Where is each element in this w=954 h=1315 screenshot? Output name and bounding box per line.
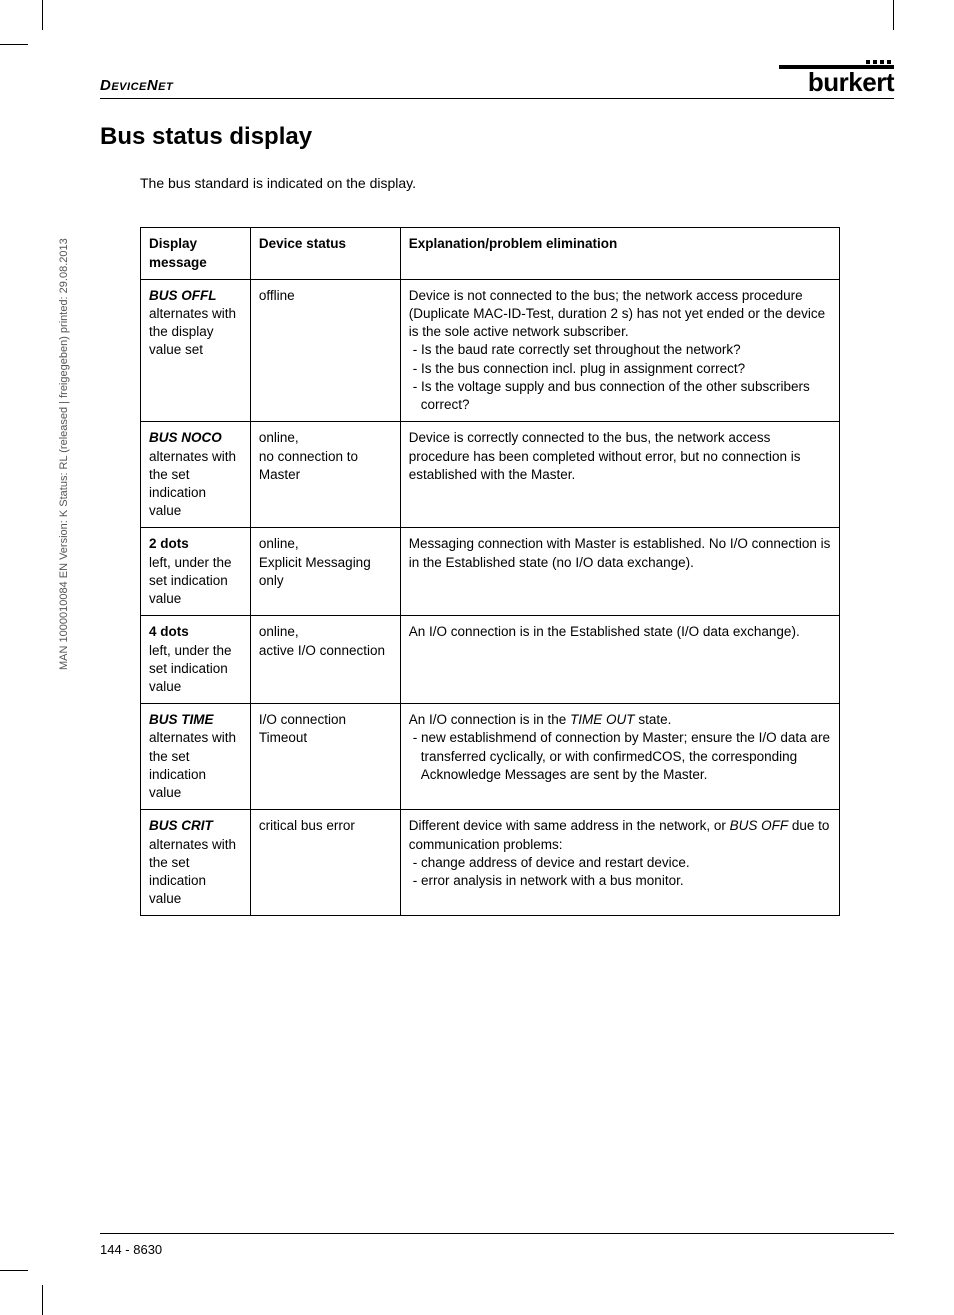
display-message-code: BUS OFFL <box>149 288 217 303</box>
device-status-cell: online,no connection to Master <box>250 422 400 528</box>
bus-status-table: Display message Device status Explanatio… <box>140 227 840 916</box>
explanation-cell: Different device with same address in th… <box>400 810 839 916</box>
print-metadata: MAN 1000010084 EN Version: K Status: RL … <box>58 238 70 670</box>
explanation-cell: Device is not connected to the bus; the … <box>400 279 839 422</box>
display-message-code: 4 dots <box>149 624 189 639</box>
display-message-desc: alternates with the set indication value <box>149 730 236 800</box>
burkert-logo: burkert <box>779 60 894 94</box>
crop-mark <box>893 0 894 30</box>
display-message-desc: alternates with the set indication value <box>149 449 236 519</box>
display-message-code: BUS CRIT <box>149 818 213 833</box>
device-status-cell: critical bus error <box>250 810 400 916</box>
col-header-status: Device status <box>250 228 400 279</box>
display-message-desc: alternates with the set indication value <box>149 837 236 907</box>
display-message-cell: 2 dots left, under the set indication val… <box>141 528 251 616</box>
table-row: BUS OFFL alternates with the display valu… <box>141 279 840 422</box>
page: MAN 1000010084 EN Version: K Status: RL … <box>0 0 954 1315</box>
crop-mark <box>42 0 43 30</box>
device-status-cell: online,active I/O connection <box>250 616 400 704</box>
display-message-cell: BUS NOCO alternates with the set indicati… <box>141 422 251 528</box>
display-message-code: BUS TIME <box>149 712 214 727</box>
page-title: Bus status display <box>100 123 894 151</box>
explanation-cell: Messaging connection with Master is esta… <box>400 528 839 616</box>
display-message-cell: BUS OFFL alternates with the display valu… <box>141 279 251 422</box>
crop-mark <box>0 1270 28 1271</box>
device-status-cell: offline <box>250 279 400 422</box>
display-message-desc: left, under the set indication value <box>149 555 232 606</box>
display-message-code: 2 dots <box>149 536 189 551</box>
explanation-cell: Device is correctly connected to the bus… <box>400 422 839 528</box>
explanation-cell: An I/O connection is in the Established … <box>400 616 839 704</box>
col-header-display: Display message <box>141 228 251 279</box>
crop-mark <box>0 44 28 45</box>
display-message-code: BUS NOCO <box>149 430 222 445</box>
logo-text: burkert <box>808 71 894 94</box>
display-message-desc: alternates with the display value set <box>149 306 236 357</box>
table-row: BUS CRIT alternates with the set indicati… <box>141 810 840 916</box>
intro-text: The bus standard is indicated on the dis… <box>140 175 894 191</box>
page-footer: 144 - 8630 <box>100 1233 894 1257</box>
table-row: BUS TIME alternates with the set indicati… <box>141 704 840 810</box>
col-header-explanation: Explanation/problem elimination <box>400 228 839 279</box>
table-row: 2 dots left, under the set indication val… <box>141 528 840 616</box>
table-row: 4 dots left, under the set indication val… <box>141 616 840 704</box>
display-message-desc: left, under the set indication value <box>149 643 232 694</box>
section-label: DeviceNet <box>100 77 173 94</box>
table-row: BUS NOCO alternates with the set indicati… <box>141 422 840 528</box>
device-status-cell: I/O connection Timeout <box>250 704 400 810</box>
crop-mark <box>42 1285 43 1315</box>
explanation-cell: An I/O connection is in the TIME OUT sta… <box>400 704 839 810</box>
display-message-cell: 4 dots left, under the set indication val… <box>141 616 251 704</box>
logo-dots-icon <box>866 60 891 64</box>
device-status-cell: online,Explicit Messaging only <box>250 528 400 616</box>
table-header-row: Display message Device status Explanatio… <box>141 228 840 279</box>
display-message-cell: BUS TIME alternates with the set indicati… <box>141 704 251 810</box>
page-header: DeviceNet burkert <box>100 60 894 99</box>
display-message-cell: BUS CRIT alternates with the set indicati… <box>141 810 251 916</box>
